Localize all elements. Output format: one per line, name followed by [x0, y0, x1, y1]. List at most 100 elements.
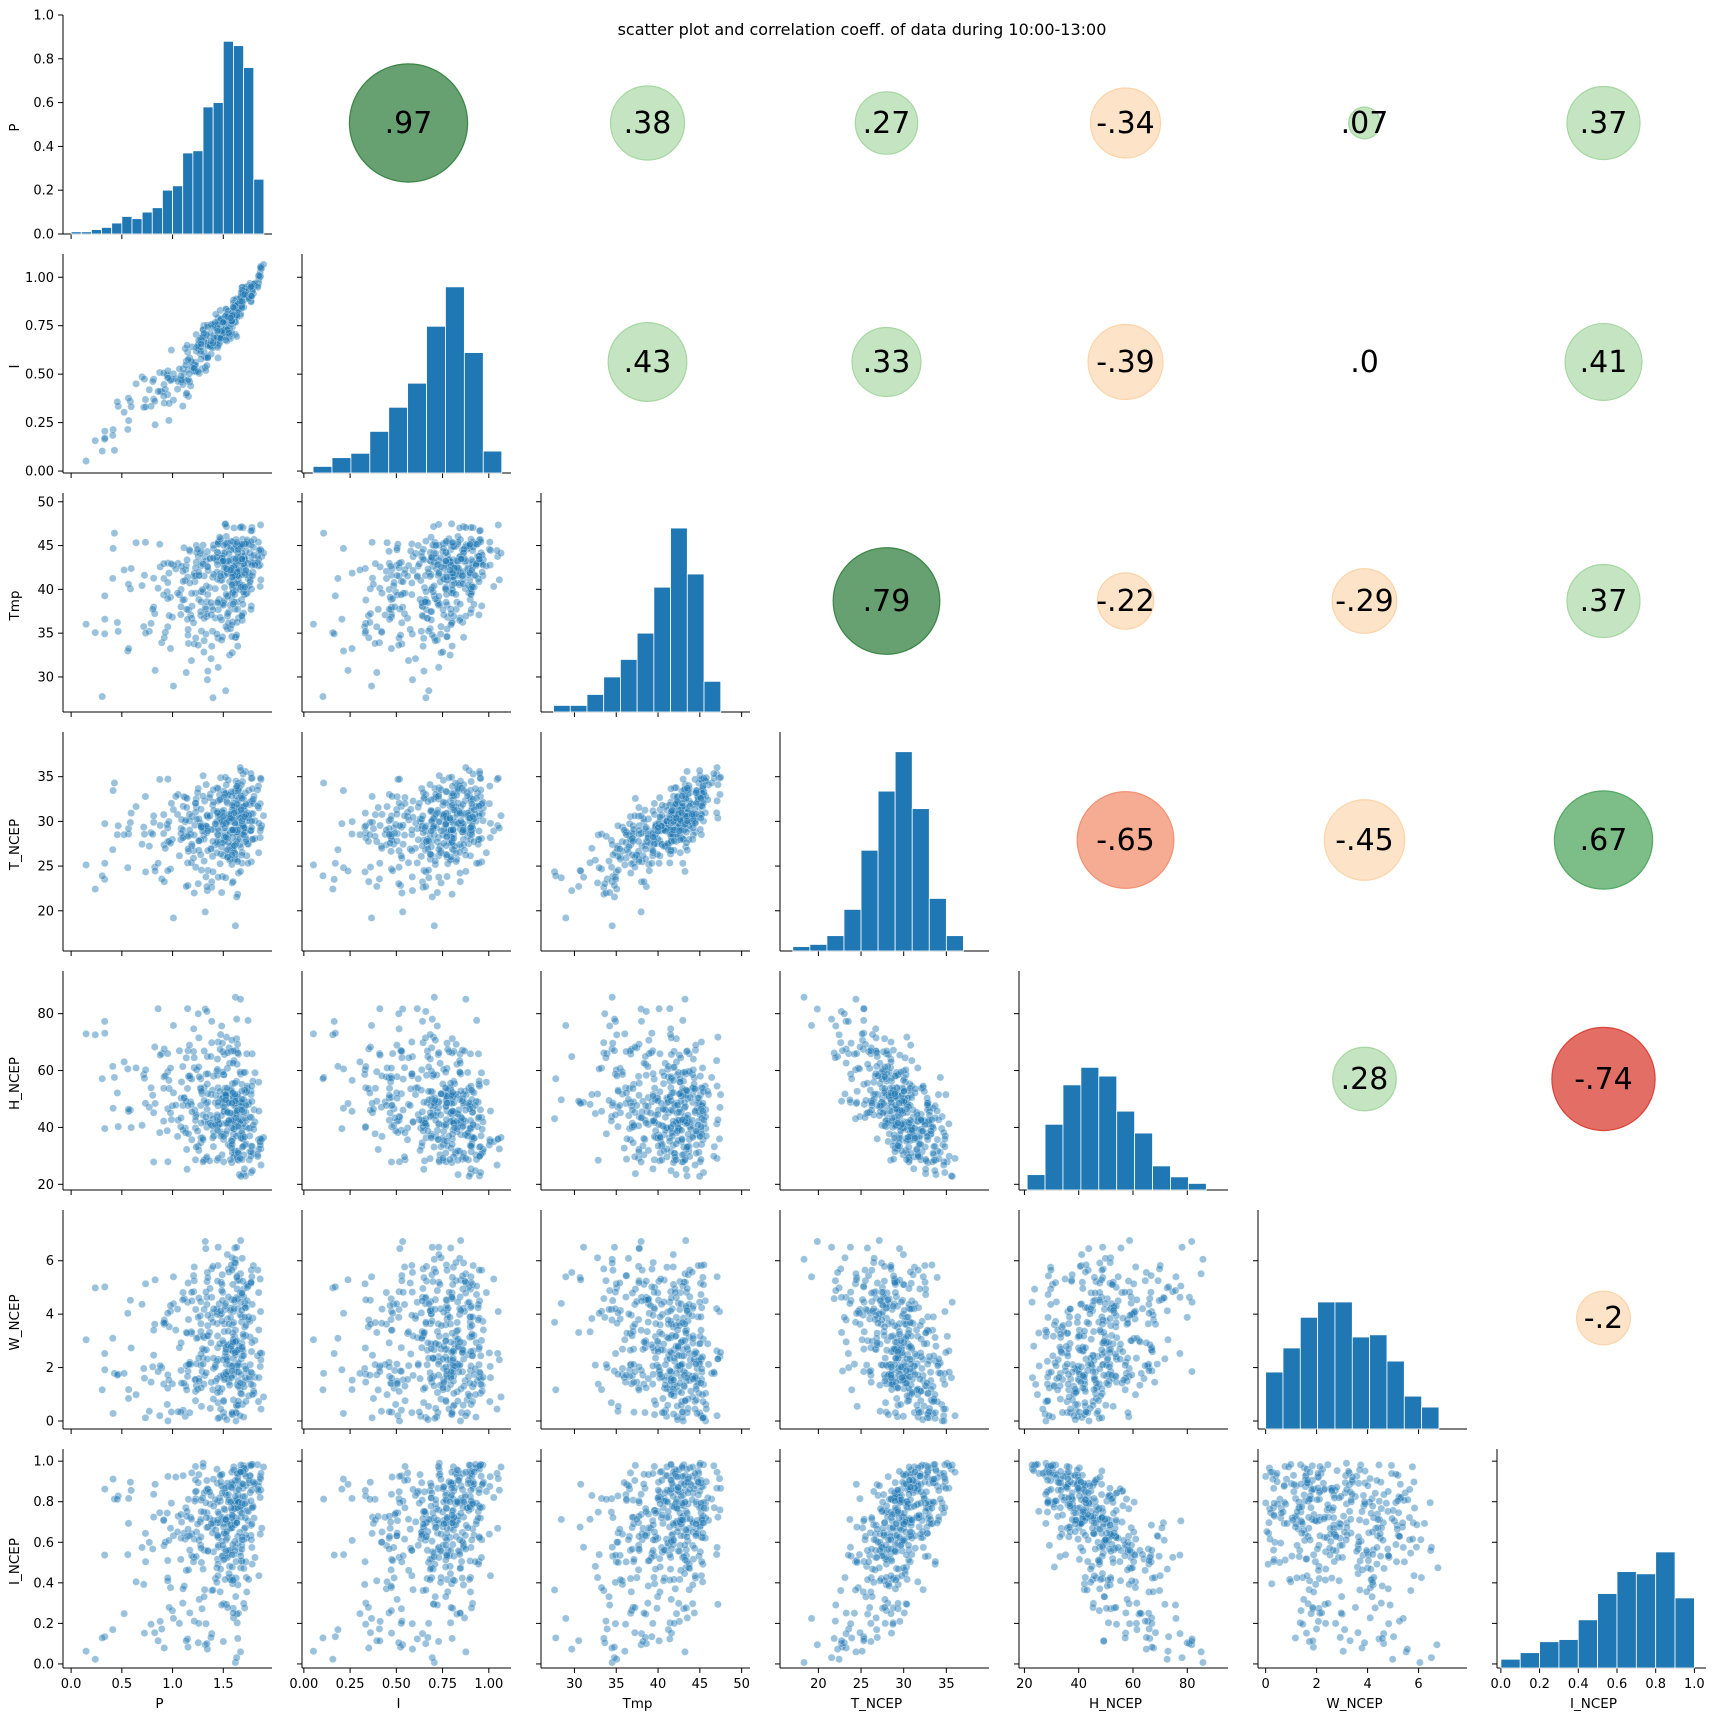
scatter-point: [348, 830, 356, 838]
scatter-point: [309, 1030, 318, 1038]
scatter-point: [194, 836, 203, 845]
scatter-point: [100, 630, 109, 638]
scatter-point: [183, 1329, 191, 1337]
scatter-point: [898, 1107, 906, 1115]
scatter-point: [425, 686, 433, 695]
scatter-point: [101, 1124, 109, 1133]
scatter-point: [227, 621, 236, 629]
scatter-point: [221, 336, 230, 344]
scatter-point: [462, 995, 470, 1004]
scatter-point: [182, 1054, 191, 1062]
y-tick-label: 1.00: [25, 271, 54, 286]
scatter-point: [835, 1030, 843, 1039]
scatter-point: [465, 540, 474, 549]
scatter-point: [114, 1122, 122, 1131]
scatter-point: [231, 922, 240, 930]
scatter-point: [138, 840, 146, 848]
scatter-point: [240, 290, 249, 299]
scatter-point: [319, 872, 327, 880]
scatter-point: [468, 583, 477, 592]
scatter-point: [190, 1053, 199, 1062]
scatter-point: [237, 1370, 245, 1379]
scatter-point: [699, 1107, 707, 1115]
scatter-point: [149, 812, 158, 820]
scatter-point: [431, 857, 440, 865]
scatter-point: [361, 1280, 369, 1288]
panel-H_NCEP-I_NCEP: -.74: [1551, 1026, 1656, 1132]
scatter-point: [194, 641, 203, 649]
scatter-point: [207, 611, 216, 619]
scatter-point: [319, 779, 328, 787]
hist-bar: [1098, 1075, 1118, 1191]
scatter-point: [670, 1063, 679, 1071]
scatter-point: [683, 1172, 691, 1180]
scatter-point: [615, 845, 624, 853]
scatter-point: [398, 1237, 407, 1246]
scatter-point: [216, 850, 225, 858]
scatter-point: [218, 1068, 227, 1076]
scatter-point: [233, 642, 242, 650]
scatter-point: [209, 1304, 218, 1313]
scatter-point: [435, 771, 444, 780]
scatter-point: [399, 1106, 407, 1114]
scatter-point: [923, 1101, 932, 1109]
scatter-point: [364, 837, 373, 846]
scatter-point: [666, 1030, 675, 1039]
scatter-point: [183, 1004, 192, 1013]
scatter-point: [948, 1172, 956, 1181]
y-tick-label: 0.2: [33, 184, 54, 199]
scatter-point: [249, 795, 258, 803]
scatter-point: [437, 563, 446, 571]
scatter-point: [194, 1009, 203, 1018]
scatter-point: [219, 541, 228, 550]
scatter-point: [257, 1405, 265, 1413]
hist-bar: [111, 222, 123, 235]
scatter-point: [159, 1318, 168, 1327]
scatter-point: [846, 1096, 854, 1104]
scatter-point: [101, 1283, 109, 1291]
scatter-point: [654, 1142, 663, 1150]
scatter-point: [461, 851, 470, 859]
scatter-point: [454, 1170, 462, 1179]
scatter-point: [110, 446, 119, 455]
panel-P-Tmp: .38: [609, 85, 686, 161]
hist-bar: [928, 898, 947, 952]
scatter-point: [637, 1158, 645, 1166]
scatter-point: [466, 823, 475, 832]
scatter-point: [163, 1049, 172, 1058]
scatter-point: [470, 837, 478, 846]
scatter-point: [391, 1126, 400, 1135]
scatter-point: [890, 1134, 899, 1142]
scatter-point: [183, 1165, 191, 1174]
scatter-point: [182, 389, 191, 397]
scatter-point: [178, 402, 187, 410]
scatter-point: [338, 819, 346, 828]
scatter-point: [247, 292, 256, 300]
corr-label: -.65: [1096, 823, 1155, 858]
scatter-point: [605, 1022, 614, 1030]
scatter-point: [361, 822, 370, 830]
scatter-point: [203, 354, 212, 362]
scatter-point: [837, 1097, 846, 1105]
scatter-point: [101, 592, 109, 600]
panel-P-I_NCEP: .37: [1566, 85, 1641, 161]
scatter-point: [385, 1407, 394, 1416]
scatter-point: [475, 1113, 483, 1122]
scatter-point: [228, 1140, 237, 1149]
scatter-point: [945, 1152, 954, 1161]
scatter-point: [417, 1309, 426, 1317]
scatter-point: [190, 889, 199, 897]
scatter-point: [672, 814, 681, 823]
scatter-point: [477, 1132, 485, 1140]
scatter-point: [202, 780, 210, 789]
scatter-points: [800, 993, 959, 1181]
scatter-point: [182, 1386, 191, 1394]
hist-bar: [80, 231, 92, 235]
scatter-point: [200, 1047, 209, 1055]
scatter-point: [232, 893, 241, 901]
scatter-point: [238, 297, 246, 306]
hist-bar: [653, 586, 671, 713]
scatter-point: [414, 1074, 423, 1083]
scatter-point: [100, 1017, 109, 1026]
scatter-point: [161, 385, 170, 394]
